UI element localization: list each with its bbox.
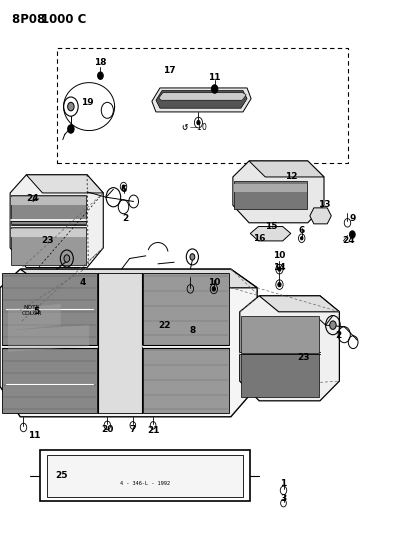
Text: 17: 17 xyxy=(163,66,176,75)
Text: 22: 22 xyxy=(158,321,170,329)
Text: 25: 25 xyxy=(55,471,68,480)
Text: 8P08: 8P08 xyxy=(12,13,49,26)
Circle shape xyxy=(68,125,74,133)
Polygon shape xyxy=(11,197,86,205)
Text: 19: 19 xyxy=(81,98,94,107)
Polygon shape xyxy=(152,88,251,112)
Polygon shape xyxy=(234,181,307,209)
Text: 5: 5 xyxy=(33,308,40,316)
Circle shape xyxy=(278,267,281,271)
Text: 16: 16 xyxy=(253,235,265,243)
Circle shape xyxy=(197,120,200,125)
Polygon shape xyxy=(11,229,86,237)
Circle shape xyxy=(190,254,195,260)
Text: 15: 15 xyxy=(265,222,277,231)
Polygon shape xyxy=(11,195,86,224)
Text: 11: 11 xyxy=(28,432,40,440)
Text: 21: 21 xyxy=(147,426,159,435)
Polygon shape xyxy=(20,269,257,288)
Polygon shape xyxy=(159,93,246,100)
Text: 20: 20 xyxy=(101,425,113,433)
Polygon shape xyxy=(240,296,339,401)
Circle shape xyxy=(330,321,336,329)
Text: 18: 18 xyxy=(94,59,107,67)
Polygon shape xyxy=(234,184,307,192)
Text: 13: 13 xyxy=(318,200,330,208)
Text: NOTE
COLOR: NOTE COLOR xyxy=(21,305,42,316)
Polygon shape xyxy=(26,175,103,193)
Text: 7: 7 xyxy=(130,425,136,433)
Text: 24: 24 xyxy=(26,194,39,203)
Text: 9: 9 xyxy=(349,214,356,223)
Polygon shape xyxy=(10,175,103,268)
Text: 11: 11 xyxy=(209,73,221,82)
Text: 3: 3 xyxy=(280,495,287,503)
Text: 1: 1 xyxy=(280,480,287,488)
Polygon shape xyxy=(249,161,324,177)
Polygon shape xyxy=(241,354,319,397)
Text: 23: 23 xyxy=(42,237,54,245)
Circle shape xyxy=(211,85,218,93)
Polygon shape xyxy=(259,296,339,312)
Polygon shape xyxy=(241,316,319,353)
Text: 1000 C: 1000 C xyxy=(41,13,87,26)
Polygon shape xyxy=(0,269,257,417)
Text: 24: 24 xyxy=(342,237,355,245)
Polygon shape xyxy=(233,161,324,223)
Polygon shape xyxy=(2,273,97,413)
Circle shape xyxy=(212,287,215,291)
Circle shape xyxy=(68,102,74,111)
Polygon shape xyxy=(98,273,142,413)
Text: 4: 4 xyxy=(80,278,86,287)
Circle shape xyxy=(122,185,125,188)
Polygon shape xyxy=(250,227,291,241)
Circle shape xyxy=(278,282,281,287)
Polygon shape xyxy=(143,273,229,413)
Text: 14: 14 xyxy=(273,263,286,272)
Polygon shape xyxy=(11,227,86,265)
Text: 10: 10 xyxy=(209,278,221,287)
Circle shape xyxy=(64,255,70,262)
Bar xyxy=(57,48,348,163)
Text: 2: 2 xyxy=(122,214,129,223)
Bar xyxy=(40,450,250,501)
Text: 8: 8 xyxy=(189,326,196,335)
Circle shape xyxy=(98,72,103,79)
Polygon shape xyxy=(310,208,331,224)
Text: 2: 2 xyxy=(335,332,341,340)
Text: 6: 6 xyxy=(120,185,127,193)
Circle shape xyxy=(350,231,355,238)
Text: 23: 23 xyxy=(298,353,310,361)
Polygon shape xyxy=(8,304,61,330)
Circle shape xyxy=(301,237,303,240)
Bar xyxy=(47,455,243,497)
Polygon shape xyxy=(156,91,247,108)
Text: 6: 6 xyxy=(298,226,305,235)
Text: $\mathbf{\circlearrowleft}$—10: $\mathbf{\circlearrowleft}$—10 xyxy=(180,122,209,132)
Text: 4 - 346-L - 1992: 4 - 346-L - 1992 xyxy=(120,481,170,486)
Text: 12: 12 xyxy=(286,173,298,181)
Polygon shape xyxy=(8,325,89,352)
Text: 10: 10 xyxy=(273,252,286,260)
